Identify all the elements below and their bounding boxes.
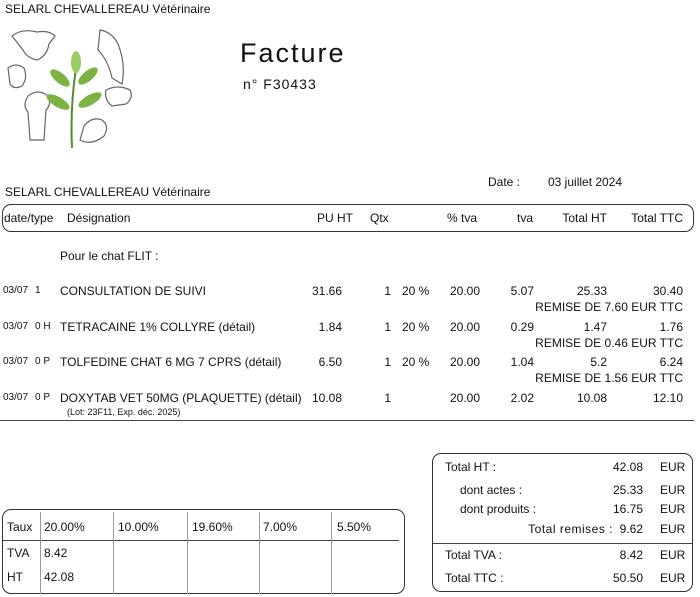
row-date: 03/07	[3, 392, 29, 403]
row-tva: 1.04	[510, 355, 534, 369]
tax-box	[2, 509, 405, 594]
row-pu-ht: 6.50	[318, 355, 342, 369]
total-value: 8.42	[619, 548, 643, 562]
row-tva-rate: 20.00	[449, 355, 480, 369]
clinic-name: SELARL CHEVALLEREAU Vétérinaire	[5, 185, 211, 199]
tax-rate: 5.50%	[337, 520, 372, 534]
row-type: 1	[35, 285, 41, 296]
row-note: REMISE DE 1.56 EUR TTC	[535, 371, 683, 385]
tax-header-rule	[3, 540, 399, 541]
total-label: Total TTC :	[445, 571, 504, 585]
column-header: date/type	[4, 211, 54, 225]
row-pct: 20 %	[402, 284, 430, 298]
row-tva-rate: 20.00	[449, 320, 480, 334]
total-value: 25.33	[612, 483, 643, 497]
total-value: 50.50	[612, 571, 643, 585]
header-box	[2, 204, 694, 232]
currency: EUR	[660, 460, 686, 474]
total-value: 16.75	[612, 502, 643, 516]
row-pu-ht: 10.08	[311, 391, 342, 405]
currency: EUR	[660, 483, 686, 497]
tax-tva: 8.42	[44, 546, 68, 560]
row-total-ttc: 1.76	[659, 320, 683, 334]
column-header: tva	[516, 211, 533, 225]
row-type: 0 P	[35, 392, 51, 403]
invoice-number: n° F30433	[243, 76, 317, 92]
row-date: 03/07	[3, 356, 29, 367]
row-total-ht: 25.33	[576, 284, 607, 298]
tax-column-line	[187, 512, 188, 594]
tax-rate: 19.60%	[192, 520, 233, 534]
row-designation: DOXYTAB VET 50MG (PLAQUETTE) (détail)	[60, 391, 302, 405]
currency: EUR	[660, 571, 686, 585]
row-pct: 20 %	[402, 320, 430, 334]
total-label: Total TVA :	[445, 548, 502, 562]
column-header: Total HT	[562, 211, 607, 225]
currency: EUR	[660, 522, 686, 536]
date-label: Date :	[488, 175, 521, 189]
row-pu-ht: 1.84	[318, 320, 342, 334]
row-tva-rate: 20.00	[449, 391, 480, 405]
row-qty: 1	[384, 355, 391, 369]
totals-box	[432, 453, 693, 592]
total-label: dont produits :	[460, 502, 537, 516]
tax-rate: 20.00%	[44, 520, 85, 534]
tax-rate: Taux	[7, 520, 33, 534]
tax-tva: TVA	[7, 546, 30, 560]
total-label: Total remises :	[528, 522, 613, 536]
row-date: 03/07	[3, 321, 29, 332]
tax-rate: 10.00%	[118, 520, 159, 534]
tax-column-line	[40, 512, 41, 594]
row-designation: TOLFEDINE CHAT 6 MG 7 CPRS (détail)	[60, 355, 282, 369]
total-value: 9.62	[619, 522, 643, 536]
tax-ht: 42.08	[44, 570, 75, 584]
total-value: 42.08	[612, 460, 643, 474]
table-rule	[0, 420, 694, 421]
column-header: Total TTC	[631, 211, 683, 225]
row-type: 0 P	[35, 356, 51, 367]
invoice-title: Facture	[240, 37, 346, 68]
row-type: 0 H	[35, 321, 51, 332]
intro-text: Pour le chat FLIT :	[60, 249, 159, 263]
tax-column-line	[331, 512, 332, 594]
column-header: % tva	[447, 211, 478, 225]
row-qty: 1	[384, 320, 391, 334]
tax-ht: HT	[7, 570, 23, 584]
row-tva-rate: 20.00	[449, 284, 480, 298]
row-designation: CONSULTATION DE SUIVI	[60, 284, 207, 298]
row-lot: (Lot: 23F11, Exp. déc. 2025)	[67, 406, 181, 417]
tax-rate: 7.00%	[263, 520, 298, 534]
row-total-ht: 10.08	[576, 391, 607, 405]
row-pu-ht: 31.66	[311, 284, 342, 298]
row-total-ht: 5.2	[590, 355, 607, 369]
column-header: Qtx	[370, 211, 389, 225]
logo	[7, 29, 132, 149]
column-header: Désignation	[67, 211, 131, 225]
row-total-ttc: 30.40	[652, 284, 683, 298]
currency: EUR	[660, 548, 686, 562]
total-label: dont actes :	[460, 483, 523, 497]
row-pct: 20 %	[402, 355, 430, 369]
tax-column-line	[259, 512, 260, 594]
currency: EUR	[660, 502, 686, 516]
row-tva: 0.29	[510, 320, 534, 334]
row-note: REMISE DE 7.60 EUR TTC	[535, 300, 683, 314]
row-designation: TETRACAINE 1% COLLYRE (détail)	[60, 320, 256, 334]
row-qty: 1	[384, 391, 391, 405]
invoice-date: 03 juillet 2024	[548, 175, 623, 189]
row-total-ttc: 12.10	[652, 391, 683, 405]
row-note: REMISE DE 0.46 EUR TTC	[535, 336, 683, 350]
total-label: Total HT :	[445, 460, 497, 474]
row-total-ht: 1.47	[583, 320, 607, 334]
tax-column-line	[113, 512, 114, 594]
totals-rule	[433, 543, 692, 544]
row-qty: 1	[384, 284, 391, 298]
row-tva: 2.02	[510, 391, 534, 405]
row-tva: 5.07	[510, 284, 534, 298]
row-date: 03/07	[3, 285, 29, 296]
clinic-name: SELARL CHEVALLEREAU Vétérinaire	[5, 2, 211, 16]
column-header: PU HT	[317, 211, 353, 225]
row-total-ttc: 6.24	[659, 355, 683, 369]
